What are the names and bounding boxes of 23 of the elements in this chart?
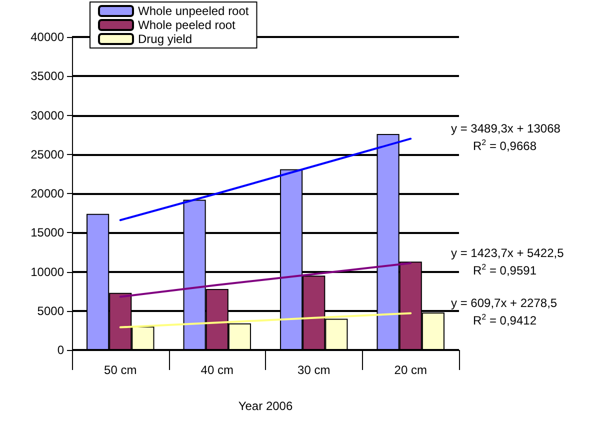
y-tick-label: 35000 [30, 69, 64, 84]
legend-label: Whole peeled root [138, 18, 236, 32]
y-tick-label: 25000 [30, 147, 64, 162]
y-tick-label: 40000 [30, 30, 64, 44]
y-tick-label: 10000 [30, 264, 64, 279]
line-series [119, 138, 412, 222]
y-tick-label: 0 [57, 343, 64, 357]
y-tick-label: 15000 [30, 226, 64, 240]
annotation: y = 609,7x + 2278,5 [451, 296, 558, 310]
annotation: y = 1423,7x + 5422,5 [451, 246, 564, 260]
line-series [119, 262, 412, 298]
x-tick-label: 30 cm [298, 363, 330, 377]
y-tick-label: 30000 [30, 108, 64, 122]
annotation: y = 3489,3x + 13068 [451, 122, 561, 136]
y-tick-label: 5000 [37, 304, 64, 318]
line-series [119, 312, 412, 328]
legend-label: Whole unpeeled root [138, 4, 250, 18]
x-tick-label: 20 cm [394, 363, 427, 377]
y-tick-label: 20000 [30, 186, 64, 200]
x-axis-title: Year 2006 [238, 399, 293, 413]
x-tick-label: 40 cm [200, 363, 234, 377]
x-tick-label: 50 cm [104, 363, 137, 377]
legend-label: Drug yield [138, 32, 192, 46]
